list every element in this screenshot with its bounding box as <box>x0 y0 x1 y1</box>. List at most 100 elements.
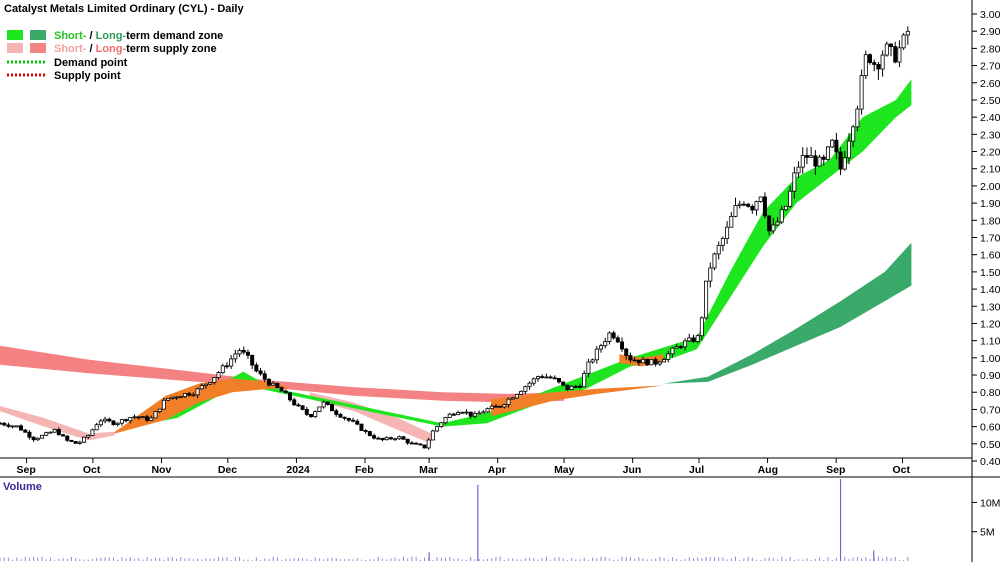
price-tick-label: 1.40 <box>980 284 1000 296</box>
candle-body <box>187 393 192 396</box>
candle-body <box>535 376 540 380</box>
time-tick-label: Oct <box>83 464 101 476</box>
candle-body <box>506 398 511 405</box>
volume-panel: 10M 5M <box>0 479 1000 561</box>
candle-body <box>14 425 19 428</box>
legend-demand-point: Demand point <box>54 57 128 69</box>
candle-body <box>447 413 452 418</box>
candle-body <box>27 431 32 438</box>
candle-body <box>6 424 11 427</box>
price-tick-label: 0.40 <box>980 456 1000 468</box>
price-tick-label: 0.70 <box>980 404 1000 416</box>
candle-body <box>767 215 772 232</box>
time-tick-label: 2024 <box>286 464 310 476</box>
candle-body <box>657 361 662 365</box>
candle-body <box>683 340 688 348</box>
price-axis: 3.00 2.90 2.80 2.70 2.60 2.50 2.40 2.30 2.20 2.10… <box>972 9 1000 468</box>
candle-body <box>498 405 503 408</box>
candle-body <box>292 399 297 406</box>
price-tick-label: 0.60 <box>980 422 1000 434</box>
candle-body <box>889 43 894 47</box>
price-tick-label: 2.90 <box>980 26 1000 38</box>
candle-body <box>842 157 847 170</box>
candle-body <box>872 62 877 65</box>
candle-body <box>615 337 620 343</box>
candle-body <box>880 54 885 70</box>
price-tick-label: 0.80 <box>980 387 1000 399</box>
candle-body <box>77 441 82 444</box>
candle-body <box>376 437 381 440</box>
candle-body <box>0 422 3 425</box>
candle-body <box>334 410 339 415</box>
price-tick-label: 2.60 <box>980 78 1000 90</box>
candle-body <box>573 385 578 388</box>
candle-body <box>174 396 179 399</box>
legend-demand-long: Long- <box>96 30 127 42</box>
candle-body <box>691 337 696 342</box>
candle-body <box>699 317 704 337</box>
candle-body <box>456 412 461 416</box>
candle-body <box>107 418 112 422</box>
candle-body <box>220 365 225 374</box>
candle-body <box>111 420 116 426</box>
candle-body <box>182 393 187 398</box>
candle-body <box>712 253 717 269</box>
candle-body <box>418 443 423 446</box>
candle-body <box>48 431 53 434</box>
candle-body <box>296 404 301 407</box>
price-tick-label: 1.80 <box>980 215 1000 227</box>
price-tick-label: 2.10 <box>980 164 1000 176</box>
time-tick-label: Mar <box>419 464 438 476</box>
candle-body <box>233 353 238 360</box>
candle-body <box>170 396 175 399</box>
candle-body <box>632 359 637 362</box>
candle-body <box>523 386 528 392</box>
candle-body <box>355 420 360 425</box>
candle-body <box>300 405 305 410</box>
time-tick-label: Dec <box>218 464 237 476</box>
candle-body <box>401 436 406 440</box>
candle-body <box>149 417 154 421</box>
candle-body <box>199 385 204 390</box>
price-tick-label: 0.50 <box>980 439 1000 451</box>
candle-body <box>208 381 213 385</box>
candle-body <box>477 412 482 415</box>
legend-supply-point: Supply point <box>54 70 121 82</box>
candle-body <box>603 341 608 347</box>
candle-body <box>346 417 351 421</box>
candle-body <box>620 341 625 350</box>
candle-body <box>40 434 45 439</box>
candle-body <box>599 345 604 350</box>
candle-body <box>325 401 330 405</box>
price-tick-label: 2.70 <box>980 61 1000 73</box>
zone-band-6 <box>491 385 664 417</box>
candle-body <box>124 419 129 422</box>
candle-body <box>771 224 776 232</box>
price-tick-label: 1.10 <box>980 336 1000 348</box>
time-tick-label: Jun <box>623 464 642 476</box>
candle-body <box>653 359 658 365</box>
candle-body <box>115 422 120 426</box>
candle-body <box>65 435 70 441</box>
candle-body <box>140 416 145 419</box>
candle-body <box>674 346 679 349</box>
candle-body <box>44 432 49 436</box>
candle-body <box>531 378 536 384</box>
time-tick-label: Apr <box>488 464 506 476</box>
candle-body <box>439 422 444 427</box>
candle-body <box>855 108 860 128</box>
candle-body <box>363 430 368 432</box>
candle-body <box>762 196 767 217</box>
candle-body <box>161 399 166 410</box>
candle-body <box>662 359 667 363</box>
candle-body <box>132 416 137 419</box>
legend-supply-rest: term supply zone <box>126 43 216 55</box>
candle-body <box>594 348 599 361</box>
candle-body <box>397 436 402 440</box>
legend-demand-rest: term demand zone <box>126 30 223 42</box>
candle-body <box>237 350 242 355</box>
candle-body <box>678 346 683 349</box>
price-tick-label: 2.40 <box>980 112 1000 124</box>
candle-body <box>569 385 574 390</box>
candle-body <box>893 46 898 63</box>
